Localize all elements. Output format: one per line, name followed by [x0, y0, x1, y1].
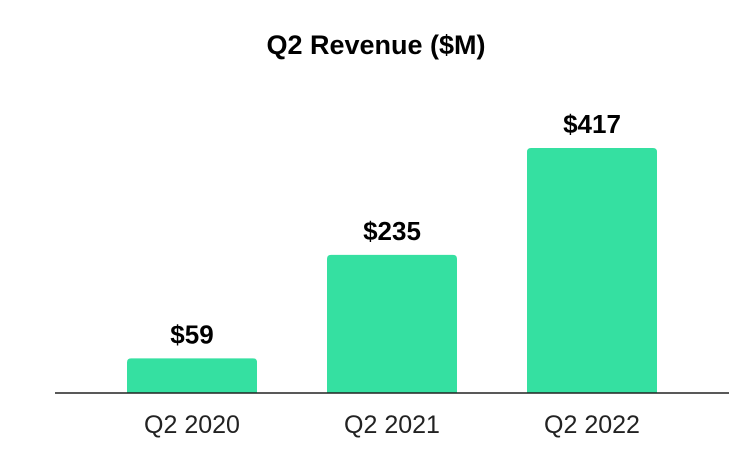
- data-label: $235: [363, 216, 421, 246]
- bars-group: [127, 148, 657, 393]
- data-label: $417: [563, 109, 621, 139]
- data-labels-group: $59 $235 $417: [170, 109, 621, 349]
- bar-q2-2022: [527, 148, 657, 393]
- bar-q2-2020: [127, 358, 257, 393]
- x-tick-label: Q2 2021: [344, 411, 440, 439]
- x-tick-labels-group: Q2 2020 Q2 2021 Q2 2022: [144, 411, 640, 439]
- chart-title: Q2 Revenue ($M): [266, 30, 485, 60]
- x-tick-label: Q2 2022: [544, 411, 640, 439]
- data-label: $59: [170, 319, 213, 349]
- x-tick-label: Q2 2020: [144, 411, 240, 439]
- bar-q2-2021: [327, 254, 457, 393]
